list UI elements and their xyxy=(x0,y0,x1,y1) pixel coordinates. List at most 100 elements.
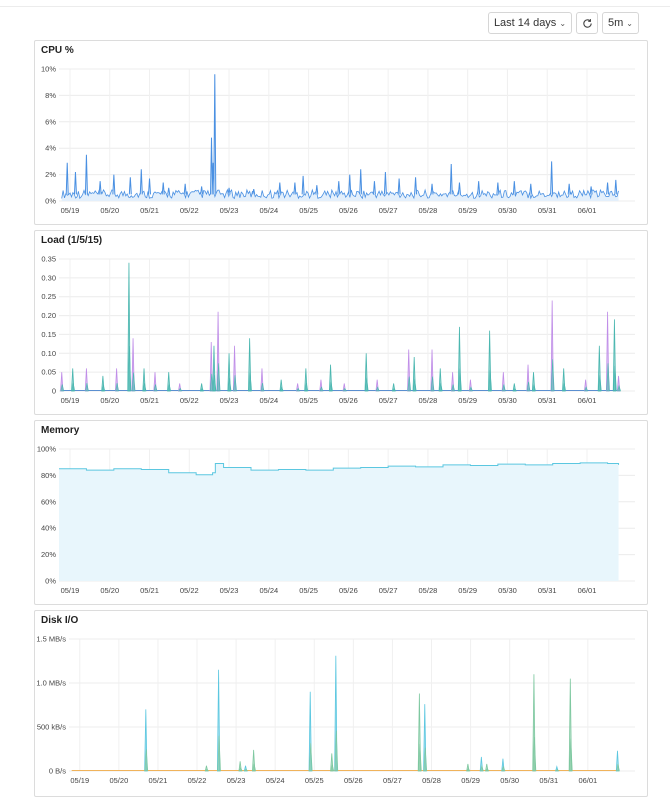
chevron-down-icon: ⌄ xyxy=(559,18,567,28)
x-tick-label: 05/19 xyxy=(70,776,89,785)
y-tick-label: 0.15 xyxy=(41,330,56,339)
x-tick-label: 05/28 xyxy=(419,586,438,595)
series-spike-secondary xyxy=(526,381,531,392)
x-tick-label: 05/24 xyxy=(266,776,285,785)
cpu-spike xyxy=(200,186,204,195)
toolbar: Last 14 days ⌄ 5m ⌄ xyxy=(487,12,639,34)
x-tick-label: 06/01 xyxy=(578,396,597,405)
cpu-spike xyxy=(567,183,571,195)
series-spike-secondary xyxy=(568,738,573,772)
x-tick-label: 05/24 xyxy=(259,586,278,595)
x-tick-label: 05/29 xyxy=(461,776,480,785)
cpu-spike xyxy=(449,164,453,195)
memory-area xyxy=(59,462,619,581)
cpu-spike xyxy=(477,181,481,195)
series-spike-secondary xyxy=(485,767,490,772)
series-spike-secondary xyxy=(418,743,422,772)
y-tick-label: 0.35 xyxy=(41,255,56,264)
x-tick-label: 05/20 xyxy=(100,206,119,215)
cpu-spike xyxy=(167,187,171,195)
y-tick-label: 0% xyxy=(45,197,56,206)
y-tick-label: 80% xyxy=(41,471,56,480)
y-tick-label: 500 kB/s xyxy=(37,723,66,732)
x-tick-label: 05/21 xyxy=(140,586,159,595)
y-tick-label: 4% xyxy=(45,144,56,153)
cpu-spike xyxy=(73,171,77,195)
y-tick-label: 0% xyxy=(45,577,56,586)
x-tick-label: 05/28 xyxy=(419,396,438,405)
y-tick-label: 0 B/s xyxy=(49,767,66,776)
cpu-spike xyxy=(383,171,387,195)
x-tick-label: 05/22 xyxy=(180,586,199,595)
cpu-spike xyxy=(183,183,187,195)
series-spike-secondary xyxy=(430,376,435,392)
x-tick-label: 05/30 xyxy=(498,206,517,215)
series-spike-secondary xyxy=(501,765,506,772)
series-spike-secondary xyxy=(217,735,221,772)
series-spike-secondary xyxy=(153,384,158,392)
series-spike-secondary xyxy=(550,359,555,392)
x-tick-label: 05/31 xyxy=(538,396,557,405)
x-tick-label: 05/28 xyxy=(419,206,438,215)
series-spike-secondary xyxy=(216,363,221,392)
refresh-icon xyxy=(582,18,592,28)
x-tick-label: 05/25 xyxy=(299,206,318,215)
cpu-spike xyxy=(84,154,88,195)
series-spike-secondary xyxy=(438,383,443,392)
x-tick-label: 05/19 xyxy=(61,396,80,405)
y-tick-label: 0.10 xyxy=(41,349,56,358)
cpu-spike xyxy=(512,181,516,195)
x-tick-label: 05/23 xyxy=(220,586,239,595)
disk-panel: Disk I/O 0 B/s 500 kB/s 1.0 MB/s 1.5 MB/s 05… xyxy=(34,610,648,797)
series-spike-secondary xyxy=(613,365,617,392)
interval-dropdown[interactable]: 5m ⌄ xyxy=(602,12,639,34)
x-tick-label: 05/20 xyxy=(100,396,119,405)
series-spike-secondary xyxy=(115,383,119,392)
x-tick-label: 05/24 xyxy=(259,396,278,405)
x-tick-label: 05/22 xyxy=(188,776,207,785)
refresh-button[interactable] xyxy=(576,12,599,34)
series-spike-secondary xyxy=(233,375,237,392)
cpu-spike xyxy=(589,186,593,195)
y-tick-label: 60% xyxy=(41,497,56,506)
cpu-spike xyxy=(210,137,214,195)
x-tick-label: 05/30 xyxy=(500,776,519,785)
cpu-spike xyxy=(227,187,231,195)
x-tick-label: 06/01 xyxy=(578,206,597,215)
x-tick-label: 06/01 xyxy=(578,776,597,785)
cpu-spike xyxy=(414,177,418,195)
series-spike-secondary xyxy=(334,730,339,772)
cpu-panel: CPU % 0% 2% 4% 6% 8% 10% 05/19 05/20 05/21 05/22 0… xyxy=(34,40,648,225)
series-spike-secondary xyxy=(319,386,324,392)
x-tick-label: 05/19 xyxy=(61,586,80,595)
series-spike-secondary xyxy=(555,769,560,772)
series-spike-secondary xyxy=(488,369,492,392)
x-tick-label: 05/31 xyxy=(538,586,557,595)
memory-chart: 0% 20% 40% 60% 80% 100% 05/19 05/20 05/21 05/22 05… xyxy=(37,445,635,595)
cpu-spike xyxy=(161,182,165,195)
series-spike-secondary xyxy=(617,384,621,392)
series-spike-secondary xyxy=(375,386,380,392)
y-tick-label: 1.5 MB/s xyxy=(36,635,66,644)
x-tick-label: 05/23 xyxy=(220,396,239,405)
x-tick-label: 05/25 xyxy=(299,396,318,405)
series-spike-secondary xyxy=(364,377,369,392)
series-spike-secondary xyxy=(200,387,205,392)
load-title: Load (1/5/15) xyxy=(41,235,103,246)
cpu-spike xyxy=(278,182,282,195)
series-spike-secondary xyxy=(562,383,567,392)
y-tick-label: 0.20 xyxy=(41,311,56,320)
x-tick-label: 05/24 xyxy=(259,206,278,215)
series-spike-secondary xyxy=(479,765,484,772)
time-range-dropdown[interactable]: Last 14 days ⌄ xyxy=(487,12,573,34)
cpu-spike xyxy=(112,174,116,195)
disk-title: Disk I/O xyxy=(41,615,79,626)
x-tick-label: 05/26 xyxy=(339,396,358,405)
x-tick-label: 05/22 xyxy=(180,396,199,405)
y-tick-label: 40% xyxy=(41,524,56,533)
series-spike-secondary xyxy=(142,383,147,392)
series-spike-secondary xyxy=(101,384,106,392)
series-spike-secondary xyxy=(127,346,132,392)
series-spike-secondary xyxy=(532,737,537,772)
x-tick-label: 05/23 xyxy=(227,776,246,785)
